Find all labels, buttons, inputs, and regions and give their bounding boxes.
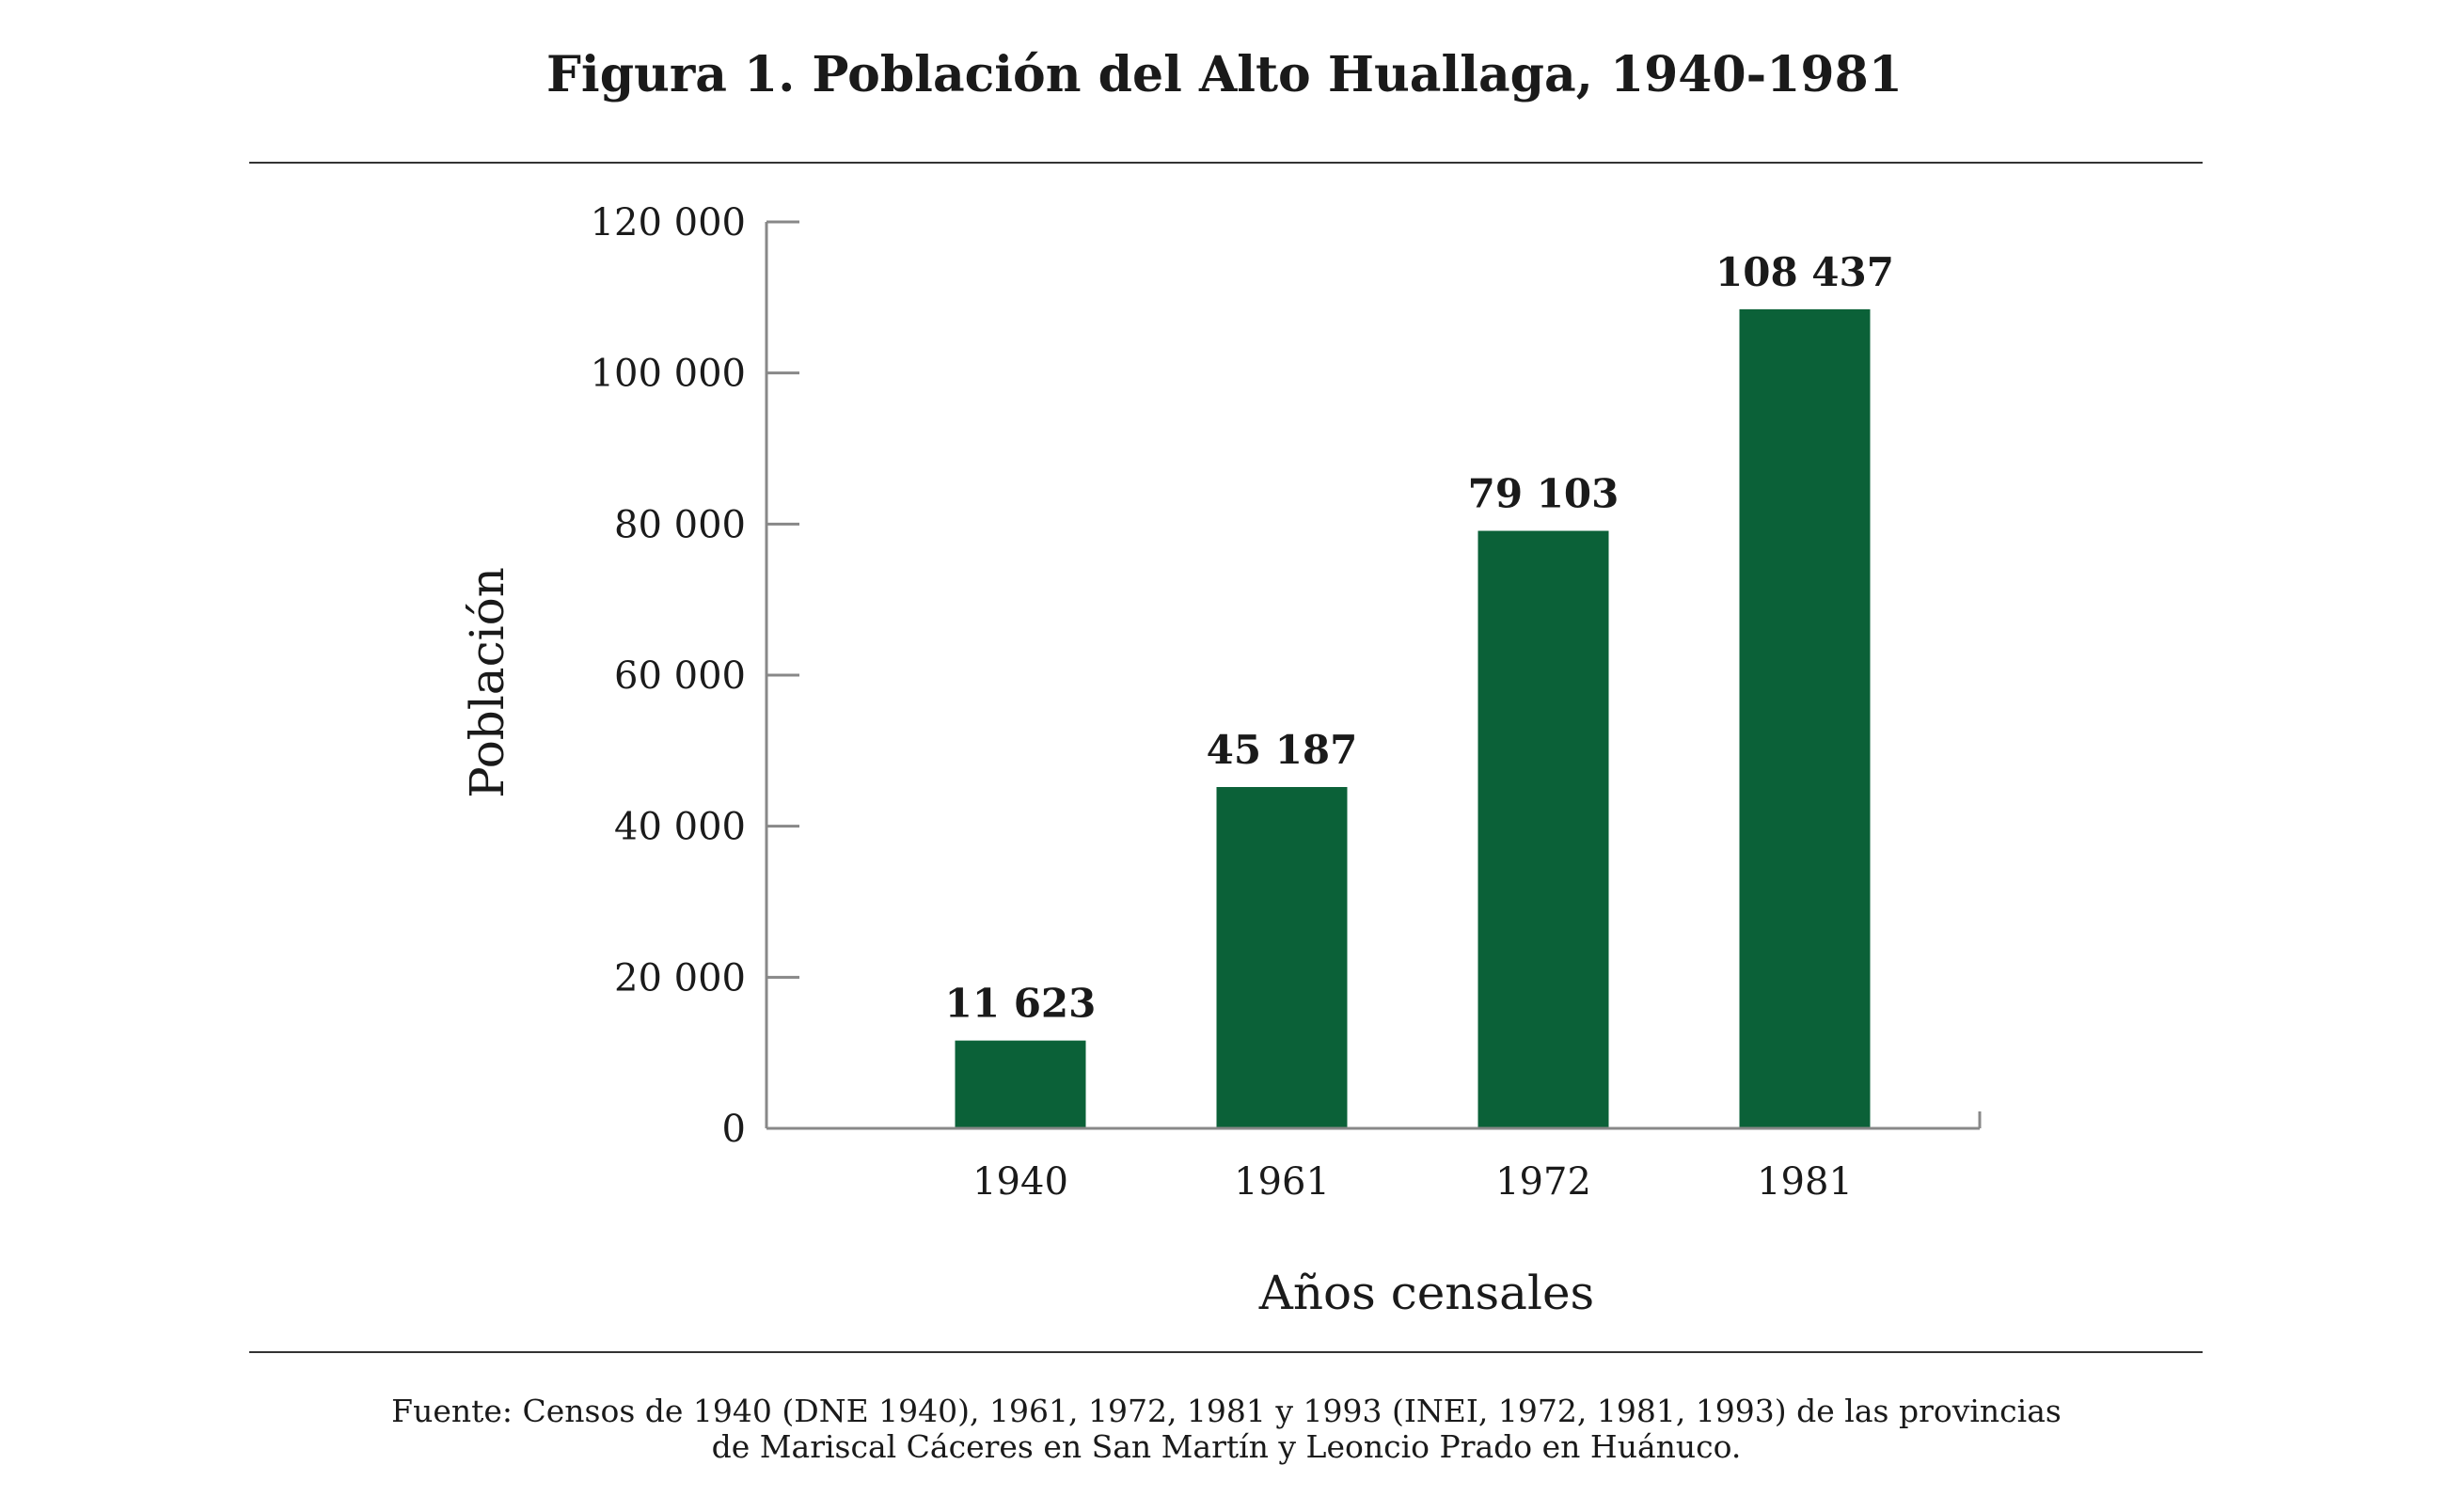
bar-1981 [1739, 308, 1871, 1129]
source-note-line-2: de Mariscal Cáceres en San Martín y Leon… [712, 1428, 1742, 1465]
x-tick-label: 1981 [1757, 1160, 1853, 1204]
y-axis-label: Población [460, 567, 514, 798]
bar-value-label: 108 437 [1715, 249, 1894, 295]
chart-title: Figura 1. Población del Alto Huallaga, 1… [546, 46, 1903, 103]
bar-value-label: 45 187 [1207, 727, 1358, 773]
bar-1972 [1477, 530, 1609, 1128]
x-tick-label: 1961 [1234, 1160, 1330, 1204]
source-note-line-1: Fuente: Censos de 1940 (DNE 1940), 1961,… [391, 1393, 2062, 1429]
y-tick-label: 60 000 [614, 654, 746, 698]
x-axis-label: Años censales [1258, 1266, 1594, 1320]
y-tick-label: 20 000 [614, 956, 746, 1000]
y-tick-label: 120 000 [591, 201, 746, 244]
y-tick-label: 80 000 [614, 503, 746, 546]
x-tick-label: 1940 [972, 1160, 1068, 1204]
bar-1961 [1216, 786, 1348, 1128]
y-tick-label: 0 [722, 1108, 746, 1151]
bar-value-label: 79 103 [1468, 471, 1620, 517]
y-tick-label: 40 000 [614, 806, 746, 849]
bar-1940 [955, 1040, 1086, 1128]
x-tick-label: 1972 [1495, 1160, 1591, 1204]
bar-value-label: 11 623 [945, 981, 1097, 1027]
y-tick-label: 100 000 [591, 353, 746, 396]
